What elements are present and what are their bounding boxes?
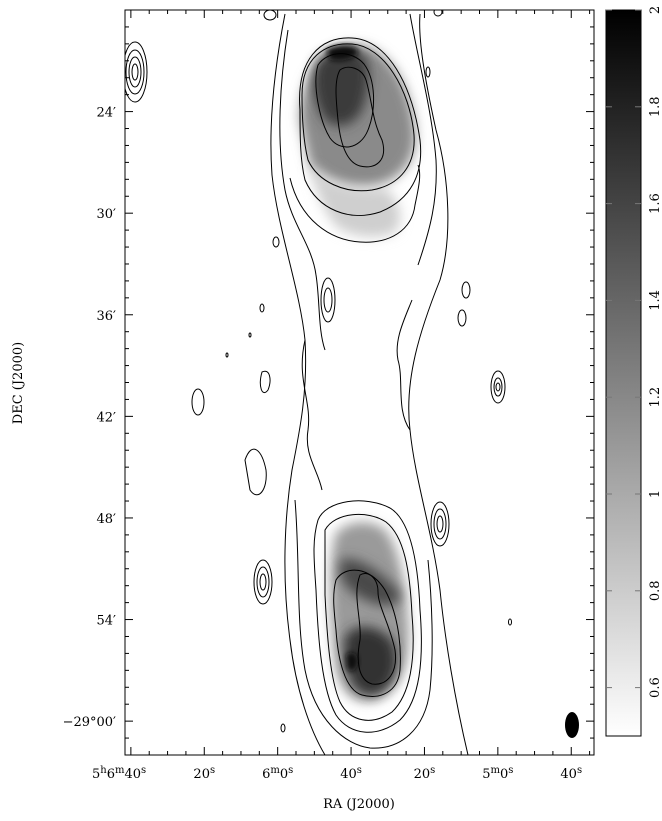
southern-lobe-emission	[330, 522, 409, 701]
y-tick-label: 36′	[97, 309, 117, 324]
x-tick-label: 5m0s	[482, 765, 513, 782]
contour-south-3	[333, 569, 401, 697]
y-tick-label: −29°00′	[63, 715, 116, 730]
x-tick-label: 6m0s	[262, 765, 293, 782]
contour-south-2	[324, 513, 414, 721]
colorbar	[605, 9, 642, 737]
y-axis-ticks: 24′ 30′ 36′ 42′ 48′ 54′ −29°00′	[63, 26, 594, 756]
x-tick-label: 20s	[193, 765, 215, 782]
image-layer	[125, 10, 579, 755]
contour-south-1	[313, 500, 422, 733]
compact-source-contours	[125, 10, 512, 733]
colorbar-tick-label: 1.8	[648, 96, 662, 117]
colorbar-tick-label: 2	[648, 6, 662, 14]
x-tick-label: 40s	[340, 765, 362, 782]
y-tick-label: 48′	[97, 512, 117, 527]
contour-outer	[270, 13, 469, 755]
colorbar-tick-label: 1.4	[648, 290, 662, 311]
contour-south-4	[356, 573, 397, 685]
beam-ellipse	[565, 712, 579, 738]
colorbar-tick-label: 0.6	[648, 677, 662, 698]
y-axis-title: DEC (J2000)	[11, 342, 26, 424]
colorbar-ticks: 0.6 0.8 1 1.2 1.4 1.6 1.8 2	[606, 6, 662, 698]
y-tick-label: 54′	[97, 614, 117, 629]
x-axis-ticks: 5h6m40s 20s 6m0s 40s 20s 5m0s 40s	[92, 10, 591, 782]
x-tick-label: 20s	[414, 765, 436, 782]
colorbar-tick-label: 0.8	[648, 580, 662, 601]
y-tick-label: 30′	[97, 207, 117, 222]
contour-north-4	[335, 66, 384, 168]
contour-lines	[125, 10, 512, 755]
contour-north-3	[315, 53, 375, 148]
contour-north-2	[301, 43, 415, 192]
x-tick-label: 40s	[560, 765, 582, 782]
colorbar-tick-label: 1.6	[648, 193, 662, 214]
colorbar-tick-label: 1	[648, 490, 662, 498]
x-axis-title: RA (J2000)	[323, 797, 395, 812]
x-tick-label: 5h6m40s	[92, 765, 146, 782]
y-tick-label: 24′	[97, 106, 117, 121]
colorbar-tick-label: 1.2	[648, 387, 662, 408]
y-tick-label: 42′	[97, 410, 117, 425]
